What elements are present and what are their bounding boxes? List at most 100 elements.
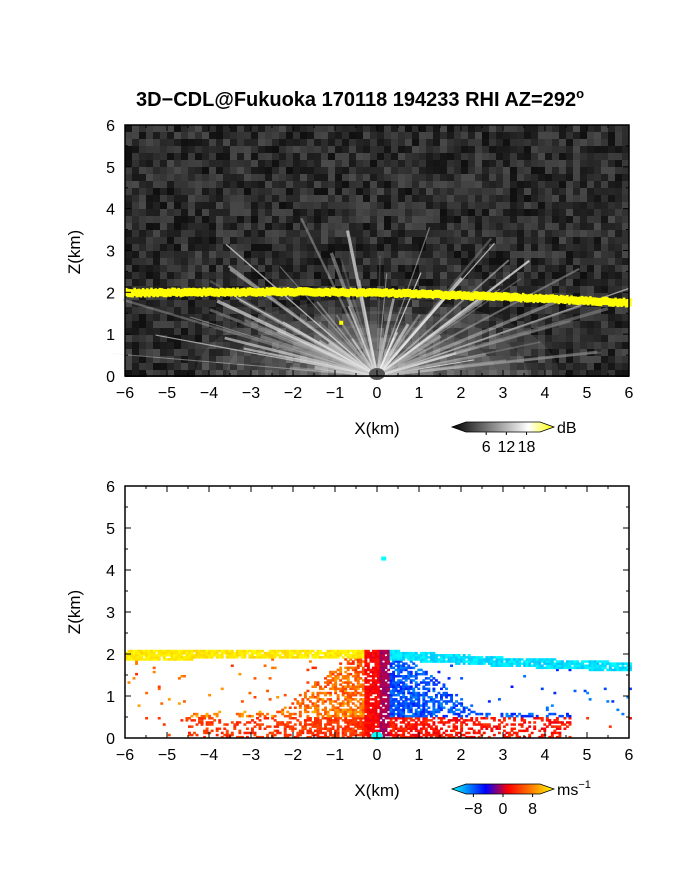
intensity-noise-cell xyxy=(601,188,608,195)
intensity-noise-cell xyxy=(482,244,489,251)
intensity-noise-cell xyxy=(384,146,391,153)
intensity-noise-cell xyxy=(433,370,440,377)
intensity-noise-cell xyxy=(405,195,412,202)
intensity-noise-cell xyxy=(174,223,181,230)
intensity-noise-cell xyxy=(251,251,258,258)
intensity-noise-cell xyxy=(601,363,608,370)
intensity-noise-cell xyxy=(195,202,202,209)
intensity-layer-cell xyxy=(280,288,283,297)
intensity-noise-cell xyxy=(440,195,447,202)
velocity-cell xyxy=(412,679,416,682)
velocity-cell xyxy=(399,714,403,718)
velocity-cell xyxy=(432,651,436,655)
velocity-cell xyxy=(412,725,416,728)
intensity-noise-cell xyxy=(566,230,573,237)
intensity-noise-cell xyxy=(125,349,132,356)
velocity-cell xyxy=(193,719,196,722)
intensity-noise-cell xyxy=(601,258,608,265)
velocity-cell xyxy=(331,721,335,724)
intensity-noise-cell xyxy=(167,314,174,321)
velocity-cell xyxy=(432,731,436,735)
velocity-cell xyxy=(429,698,433,701)
velocity-cell xyxy=(399,704,403,707)
intensity-noise-cell xyxy=(489,244,496,251)
velocity-cell xyxy=(382,664,385,667)
intensity-noise-cell xyxy=(440,188,447,195)
intensity-noise-cell xyxy=(587,125,594,132)
velocity-cell xyxy=(283,723,287,726)
intensity-noise-cell xyxy=(139,223,146,230)
velocity-cell xyxy=(407,691,411,695)
intensity-layer-cell xyxy=(538,293,542,303)
intensity-noise-cell xyxy=(608,237,615,244)
intensity-noise-cell xyxy=(440,209,447,216)
velocity-cell xyxy=(356,723,360,726)
velocity-cell xyxy=(374,704,378,707)
velocity-cell xyxy=(354,717,358,720)
intensity-noise-cell xyxy=(328,209,335,216)
velocity-cell xyxy=(326,727,330,730)
intensity-noise-cell xyxy=(510,314,517,321)
velocity-cell xyxy=(412,712,416,716)
velocity-cell xyxy=(402,702,406,705)
intensity-noise-cell xyxy=(356,202,363,209)
velocity-cell xyxy=(261,654,264,657)
intensity-noise-cell xyxy=(307,251,314,258)
velocity-cell xyxy=(331,677,335,680)
intensity-noise-cell xyxy=(538,188,545,195)
velocity-cell xyxy=(283,714,287,718)
intensity-noise-cell xyxy=(370,272,377,279)
intensity-noise-cell xyxy=(440,153,447,160)
intensity-noise-cell xyxy=(412,181,419,188)
intensity-noise-cell xyxy=(503,258,510,265)
velocity-cell xyxy=(193,656,196,659)
intensity-noise-cell xyxy=(573,321,580,328)
intensity-noise-cell xyxy=(615,286,622,293)
intensity-noise-cell xyxy=(538,139,545,146)
velocity-cell xyxy=(354,714,358,718)
velocity-cell xyxy=(364,681,368,684)
intensity-noise-cell xyxy=(538,363,545,370)
intensity-noise-cell xyxy=(349,125,356,132)
intensity-noise-cell xyxy=(251,160,258,167)
intensity-noise-cell xyxy=(566,314,573,321)
intensity-noise-cell xyxy=(475,307,482,314)
intensity-noise-cell xyxy=(160,363,167,370)
intensity-noise-cell xyxy=(608,174,615,181)
intensity-noise-cell xyxy=(580,272,587,279)
intensity-noise-cell xyxy=(132,272,139,279)
intensity-layer-cell xyxy=(215,288,218,297)
intensity-layer-cell xyxy=(545,294,548,303)
velocity-cell xyxy=(301,656,305,659)
intensity-noise-cell xyxy=(454,188,461,195)
velocity-cell xyxy=(334,721,338,724)
velocity-cell xyxy=(394,689,398,693)
intensity-noise-cell xyxy=(195,335,202,342)
intensity-noise-cell xyxy=(489,146,496,153)
intensity-noise-cell xyxy=(209,153,216,160)
intensity-noise-cell xyxy=(615,328,622,335)
velocity-cell xyxy=(374,700,378,703)
velocity-cell xyxy=(364,733,368,737)
velocity-cell xyxy=(394,706,398,709)
intensity-noise-cell xyxy=(531,139,538,146)
velocity-cell xyxy=(432,656,436,659)
intensity-noise-cell xyxy=(608,272,615,279)
intensity-noise-cell xyxy=(132,174,139,181)
velocity-cell xyxy=(379,691,383,695)
intensity-noise-cell xyxy=(482,195,489,202)
intensity-noise-cell xyxy=(545,160,552,167)
x-tick-label: 0 xyxy=(373,385,382,402)
intensity-layer-cell xyxy=(160,288,164,297)
intensity-noise-cell xyxy=(580,153,587,160)
velocity-cell xyxy=(326,712,330,716)
velocity-cell xyxy=(140,651,144,655)
velocity-cell xyxy=(369,691,373,695)
velocity-cell xyxy=(339,670,343,674)
intensity-noise-cell xyxy=(517,335,524,342)
intensity-noise-cell xyxy=(461,314,468,321)
velocity-cell xyxy=(261,656,264,659)
velocity-cell xyxy=(371,723,375,726)
velocity-cell xyxy=(336,696,340,699)
velocity-cell xyxy=(298,649,302,653)
